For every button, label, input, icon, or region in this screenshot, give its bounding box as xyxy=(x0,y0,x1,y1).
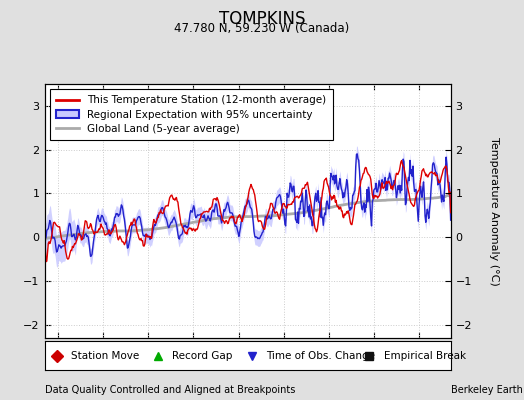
Text: Data Quality Controlled and Aligned at Breakpoints: Data Quality Controlled and Aligned at B… xyxy=(45,385,295,395)
Legend: This Temperature Station (12-month average), Regional Expectation with 95% uncer: This Temperature Station (12-month avera… xyxy=(50,89,333,140)
Text: TOMPKINS: TOMPKINS xyxy=(219,10,305,28)
Text: Station Move: Station Move xyxy=(71,350,139,361)
Text: Empirical Break: Empirical Break xyxy=(384,350,466,361)
Text: Berkeley Earth: Berkeley Earth xyxy=(451,385,522,395)
Text: Time of Obs. Change: Time of Obs. Change xyxy=(266,350,375,361)
Y-axis label: Temperature Anomaly (°C): Temperature Anomaly (°C) xyxy=(489,137,499,285)
Text: Record Gap: Record Gap xyxy=(172,350,233,361)
Text: 47.780 N, 59.230 W (Canada): 47.780 N, 59.230 W (Canada) xyxy=(174,22,350,35)
